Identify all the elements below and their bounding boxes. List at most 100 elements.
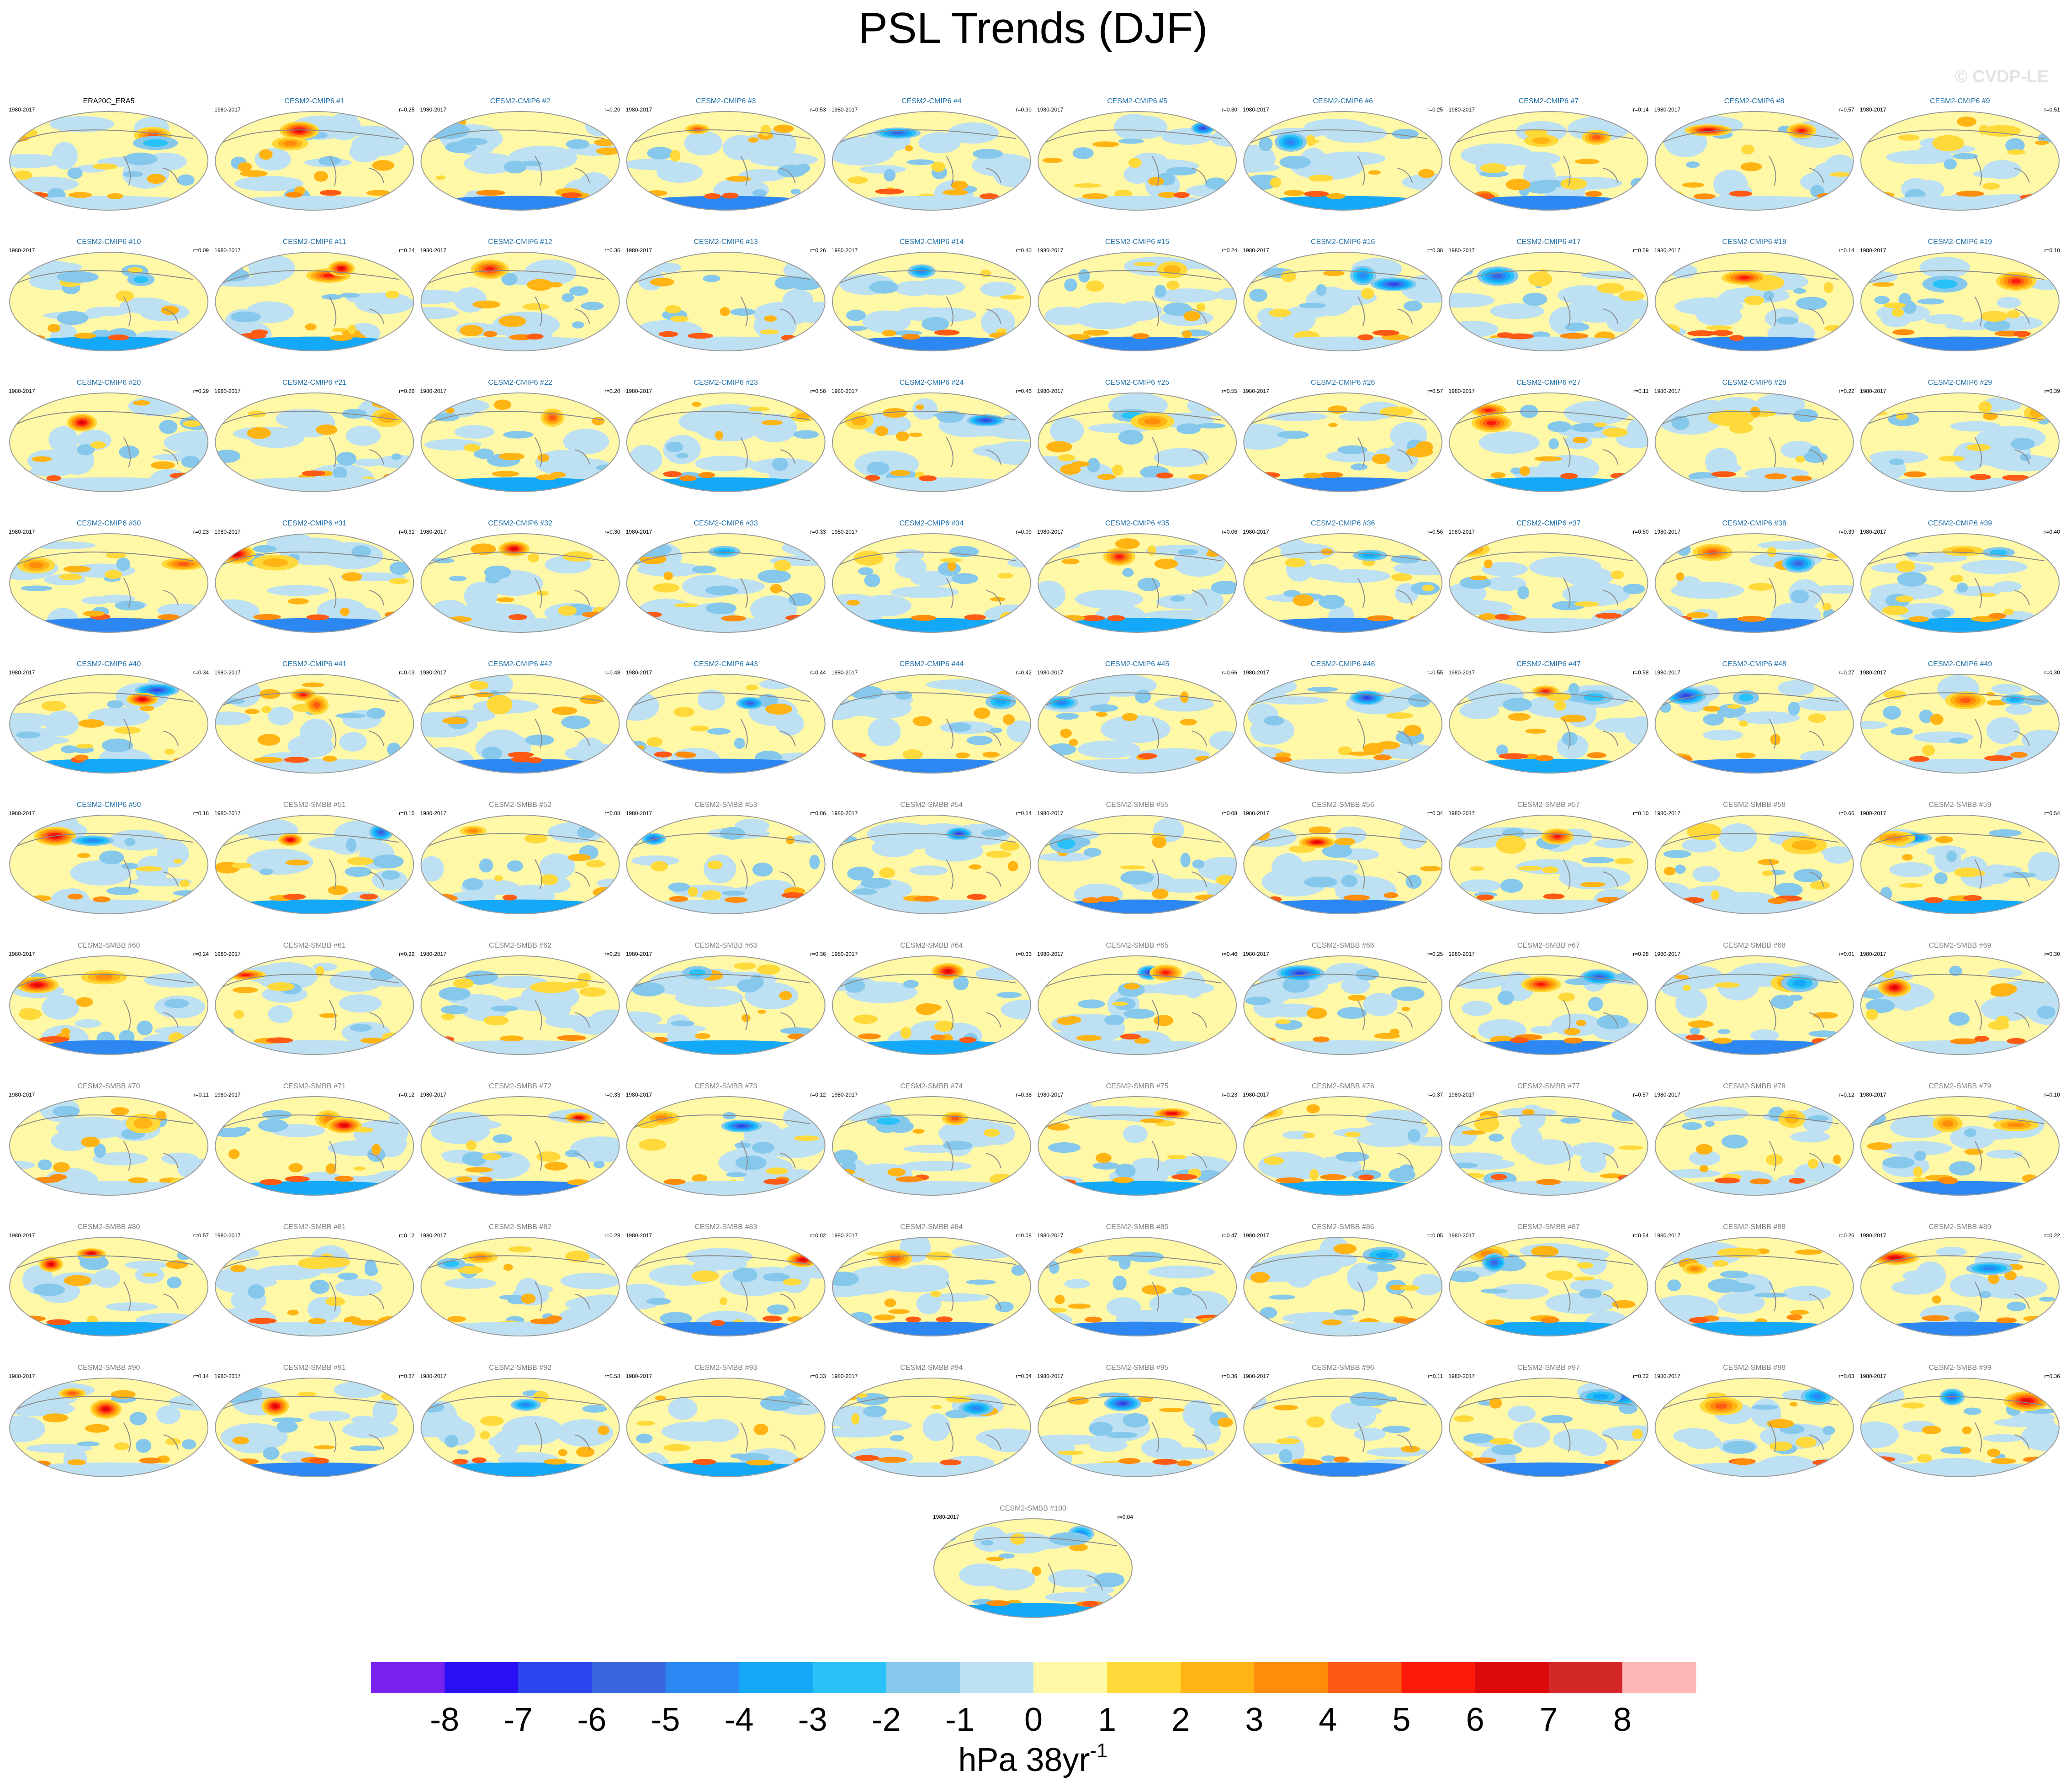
map-field — [1038, 393, 1237, 492]
field-blob — [1791, 475, 1812, 482]
map-field — [1244, 252, 1442, 351]
map-border — [1243, 252, 1443, 351]
field-blob — [1269, 308, 1291, 318]
coastline — [535, 578, 542, 608]
field-blob — [1210, 687, 1237, 695]
field-blob — [1192, 859, 1205, 869]
field-blob — [847, 599, 860, 606]
field-blob — [1991, 684, 2022, 694]
field-blob — [1790, 1402, 1798, 1407]
units-base: hPa 38yr — [958, 1742, 1090, 1778]
field-blob — [247, 427, 271, 439]
panel-r-value: r=0.44 — [810, 669, 826, 676]
map-border — [420, 1378, 620, 1477]
field-blob — [1872, 282, 1895, 287]
field-blob — [1682, 694, 1690, 698]
map-border — [215, 392, 414, 492]
coastline — [946, 578, 954, 608]
field-blob — [1688, 1020, 1714, 1028]
map-field — [1449, 252, 1648, 351]
field-blob — [2009, 697, 2020, 701]
panel-title: CESM2-CMIP6 #15 — [1105, 238, 1170, 246]
coastline — [1248, 833, 1427, 848]
map-border — [1449, 1378, 1648, 1477]
panel-title: CESM2-CMIP6 #8 — [1724, 97, 1785, 105]
panel-title: CESM2-SMBB #99 — [1928, 1364, 1991, 1372]
field-blob — [1553, 834, 1562, 838]
field-blob — [884, 1299, 896, 1307]
field-blob — [1389, 283, 1399, 286]
field-blob — [499, 1035, 524, 1042]
field-blob — [1306, 135, 1316, 146]
field-blob — [339, 267, 344, 270]
field-blob — [1459, 336, 1638, 350]
coastline — [1192, 1012, 1207, 1028]
field-blob — [1260, 1307, 1277, 1319]
field-blob — [654, 751, 673, 758]
coastline — [1603, 1012, 1619, 1028]
field-blob — [934, 1020, 954, 1032]
field-blob — [1112, 1177, 1134, 1183]
field-blob — [1960, 1447, 1971, 1454]
field-blob — [1558, 866, 1631, 890]
map-border — [1243, 111, 1443, 211]
field-blob — [1949, 965, 1962, 976]
map-field — [832, 1097, 1031, 1195]
field-blob — [911, 615, 936, 621]
field-blob — [1449, 320, 1499, 338]
field-blob — [663, 471, 682, 477]
coastline — [780, 168, 796, 183]
field-blob — [1157, 1296, 1229, 1319]
field-blob — [1449, 541, 1490, 557]
field-blob — [1932, 1295, 1941, 1304]
field-blob — [964, 614, 986, 620]
field-blob — [922, 1413, 951, 1442]
field-blob — [339, 994, 382, 1013]
coastline — [1397, 871, 1413, 887]
coastline — [837, 551, 1016, 567]
field-blob — [715, 430, 723, 440]
map-border — [626, 392, 826, 492]
map-field — [1655, 674, 1854, 773]
field-blob — [48, 1262, 53, 1266]
field-blob — [77, 1441, 100, 1447]
map-field — [215, 1378, 414, 1477]
field-blob — [1939, 456, 1965, 462]
field-blob — [508, 1246, 532, 1253]
field-blob — [267, 982, 295, 991]
panel-r-value: r=0.24 — [193, 951, 209, 957]
panel-period: 1980-2017 — [1449, 388, 1475, 394]
panel-period: 1980-2017 — [9, 951, 35, 957]
coastline — [574, 449, 590, 465]
field-blob — [1158, 191, 1178, 198]
field-blob — [1496, 835, 1526, 854]
field-blob — [990, 597, 1006, 602]
field-blob — [1343, 895, 1370, 901]
field-blob — [865, 475, 880, 481]
field-blob — [922, 317, 949, 331]
map-field — [421, 252, 620, 351]
coastline — [163, 590, 179, 605]
field-blob — [1808, 1030, 1839, 1037]
field-blob — [339, 732, 367, 752]
map-border — [832, 674, 1031, 774]
field-blob — [1687, 823, 1722, 840]
field-blob — [1245, 1105, 1283, 1119]
panel-r-value: r=0.08 — [1016, 1232, 1032, 1239]
map-field — [421, 1378, 620, 1477]
panel-title: CESM2-CMIP6 #28 — [1722, 379, 1786, 387]
field-blob — [335, 713, 366, 719]
field-blob — [482, 747, 503, 761]
coastline — [123, 1140, 131, 1171]
panel-r-value: r=0.55 — [1222, 388, 1238, 394]
coastline — [1808, 1012, 1824, 1028]
field-blob — [780, 1027, 814, 1034]
coastline — [369, 731, 385, 746]
field-blob — [305, 323, 317, 331]
map-border — [9, 392, 209, 492]
field-blob — [1459, 1321, 1638, 1336]
